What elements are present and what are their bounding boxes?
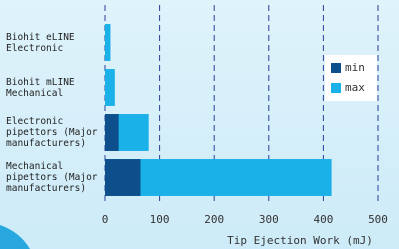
chart: Biohit eLINE ElectronicBiohit mLINE Mech… <box>0 0 399 249</box>
bar <box>105 159 140 196</box>
legend-swatch <box>331 83 341 93</box>
chart-svg: Tip Ejection Work (mJ) 0 100 200 300 400 500 m… <box>0 0 399 249</box>
x-tick-label: 200 <box>204 213 224 226</box>
bar <box>105 69 115 106</box>
x-tick-label: 0 <box>102 213 109 226</box>
legend-swatch <box>331 63 341 73</box>
x-tick-label: 400 <box>313 213 333 226</box>
x-tick-label: 300 <box>259 213 279 226</box>
bar <box>105 24 110 61</box>
x-axis-label: Tip Ejection Work (mJ) <box>227 234 373 247</box>
decoration <box>0 225 30 249</box>
x-tick-label: 100 <box>150 213 170 226</box>
bar <box>105 114 119 151</box>
legend-label: max <box>345 81 365 94</box>
legend-label: min <box>345 61 365 74</box>
x-tick-label: 500 <box>368 213 388 226</box>
